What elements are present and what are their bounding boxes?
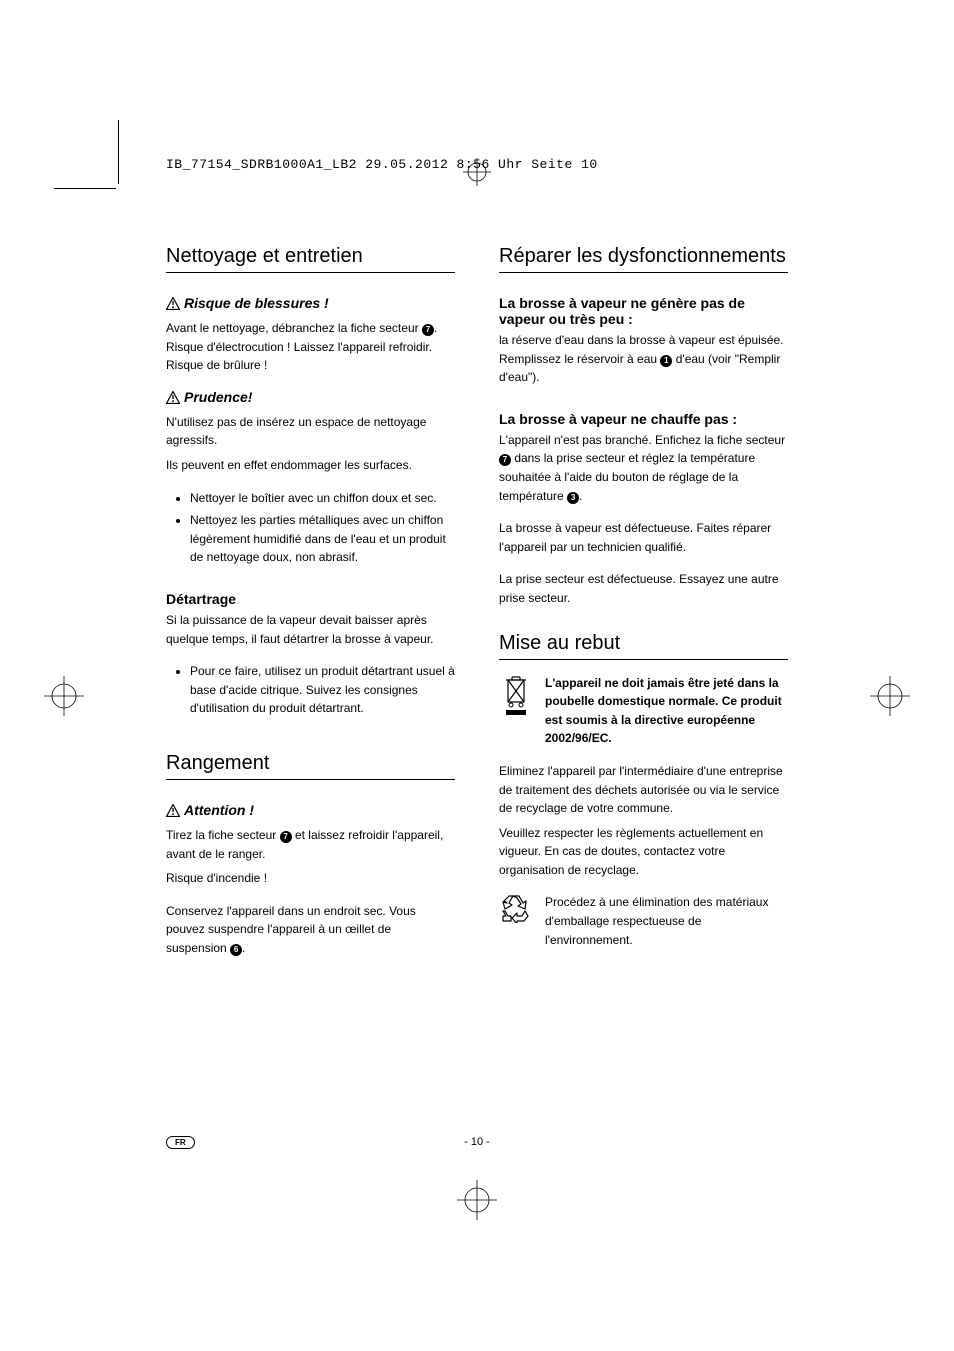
warning-icon [166, 804, 180, 820]
ref-1-icon: 1 [660, 355, 672, 367]
para-nochauffe-1: L'appareil n'est pas branché. Enfichez l… [499, 431, 788, 505]
registration-mark-right [870, 676, 910, 716]
page-number: - 10 - [464, 1136, 490, 1148]
subhead-attention: Attention ! [166, 802, 455, 820]
subhead-attention-text: Attention ! [184, 802, 254, 818]
para-mise-1: Eliminez l'appareil par l'intermédiaire … [499, 762, 788, 818]
subhead-novapor: La brosse à vapeur ne génère pas de vape… [499, 295, 788, 327]
language-badge: FR [166, 1136, 195, 1149]
registration-mark-bottom [457, 1180, 497, 1220]
para-attention-2: Risque d'incendie ! [166, 869, 455, 888]
content-columns: Nettoyage et entretien Risque de blessur… [166, 245, 788, 963]
para-nochauffe-2: La brosse à vapeur est défectueuse. Fait… [499, 519, 788, 556]
weee-bin-icon [499, 674, 535, 754]
recycle-icon [499, 893, 535, 955]
para-attention-1: Tirez la fiche secteur 7 et laissez refr… [166, 826, 455, 863]
para-mise-recycle: Procédez à une élimination des matériaux… [545, 893, 788, 949]
para-rangement-1: Conservez l'appareil dans un endroit sec… [166, 902, 455, 958]
para-prudence-2: Ils peuvent en effet endommager les surf… [166, 456, 455, 475]
list-item: Pour ce faire, utilisez un produit détar… [190, 662, 455, 718]
registration-mark-left [44, 676, 84, 716]
para-mise-2: Veuillez respecter les règlements actuel… [499, 824, 788, 880]
subhead-detartrage: Détartrage [166, 591, 455, 607]
crop-rule-horizontal [54, 188, 116, 189]
heading-nettoyage: Nettoyage et entretien [166, 245, 455, 273]
heading-reparer: Réparer les dysfonctionnements [499, 245, 788, 273]
list-prudence: Nettoyer le boîtier avec un chiffon doux… [166, 489, 455, 567]
disposal-notice: L'appareil ne doit jamais être jeté dans… [499, 674, 788, 754]
subhead-prudence-text: Prudence! [184, 389, 252, 405]
warning-icon [166, 391, 180, 407]
list-detartrage: Pour ce faire, utilisez un produit détar… [166, 662, 455, 718]
heading-rangement: Rangement [166, 752, 455, 780]
heading-mise: Mise au rebut [499, 632, 788, 660]
imprint-header: IB_77154_SDRB1000A1_LB2 29.05.2012 8:56 … [166, 157, 598, 172]
para-mise-bold: L'appareil ne doit jamais être jeté dans… [545, 674, 788, 748]
para-novapor: la réserve d'eau dans la brosse à vapeur… [499, 331, 788, 387]
ref-3-icon: 3 [567, 492, 579, 504]
ref-7-icon: 7 [422, 324, 434, 336]
subhead-nochauffe: La brosse à vapeur ne chauffe pas : [499, 411, 788, 427]
left-column: Nettoyage et entretien Risque de blessur… [166, 245, 455, 963]
para-prudence-1: N'utilisez pas de insérez un espace de n… [166, 413, 455, 450]
para-nochauffe-3: La prise secteur est défectueuse. Essaye… [499, 570, 788, 607]
subhead-risque-text: Risque de blessures ! [184, 295, 329, 311]
registration-mark-top [463, 158, 491, 186]
crop-rule-vertical [118, 120, 119, 184]
recycle-notice: Procédez à une élimination des matériaux… [499, 893, 788, 955]
list-item: Nettoyez les parties métalliques avec un… [190, 511, 455, 567]
right-column: Réparer les dysfonctionnements La brosse… [499, 245, 788, 963]
ref-7-icon: 7 [280, 831, 292, 843]
page: IB_77154_SDRB1000A1_LB2 29.05.2012 8:56 … [0, 0, 954, 1351]
ref-6-icon: 6 [230, 944, 242, 956]
subhead-risque: Risque de blessures ! [166, 295, 455, 313]
para-detartrage: Si la puissance de la vapeur devait bais… [166, 611, 455, 648]
list-item: Nettoyer le boîtier avec un chiffon doux… [190, 489, 455, 508]
page-footer: FR - 10 - [166, 1136, 788, 1148]
subhead-prudence: Prudence! [166, 389, 455, 407]
para-risque: Avant le nettoyage, débranchez la fiche … [166, 319, 455, 375]
warning-icon [166, 297, 180, 313]
ref-7-icon: 7 [499, 454, 511, 466]
